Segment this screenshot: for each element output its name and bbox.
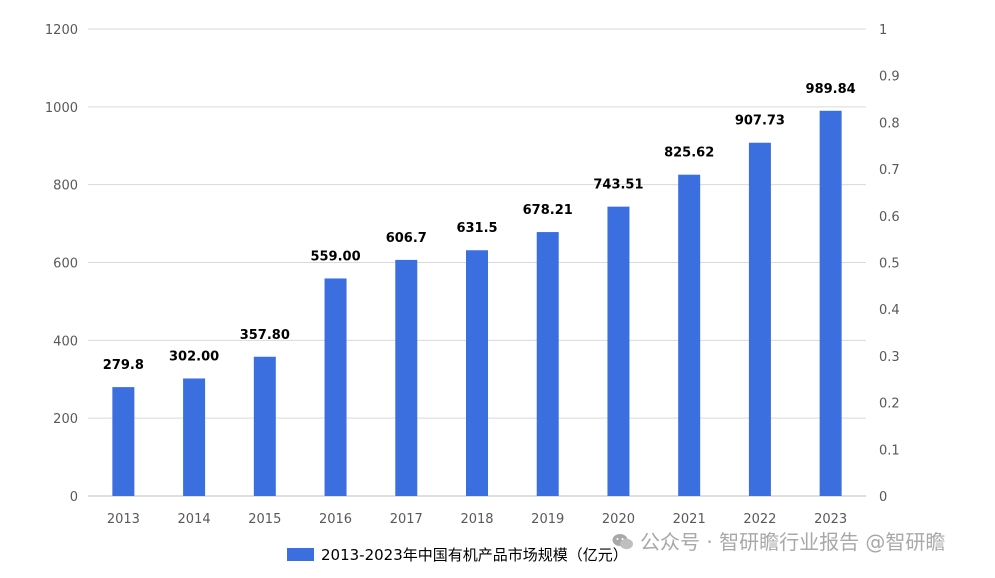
y2-tick-label: 0.2 [879, 397, 900, 412]
y2-tick-label: 0.1 [879, 443, 900, 458]
bar [678, 174, 701, 496]
bar [395, 259, 418, 496]
legend-label: 2013-2023年中国有机产品市场规模（亿元） [321, 546, 628, 564]
bar [748, 142, 771, 496]
watermark-text: 公众号 · 智研瞻行业报告 @智研瞻 [640, 530, 946, 554]
y2-tick-label: 0.3 [879, 350, 900, 365]
data-label: 559.00 [310, 249, 360, 264]
y-tick-label: 0 [70, 490, 78, 505]
x-tick-label: 2021 [673, 512, 706, 527]
y2-tick-label: 0.9 [879, 70, 900, 85]
y-axis-right: 0 0.1 0.2 0.3 0.4 0.5 0.6 0.7 0.8 0.9 1 [879, 23, 900, 505]
x-tick-label: 2020 [602, 512, 635, 527]
y-tick-label: 800 [53, 179, 78, 194]
legend-swatch [287, 548, 314, 561]
data-labels: 279.8 302.00 357.80 559.00 606.7 631.5 678.21 7… [103, 82, 856, 373]
bar [253, 356, 276, 496]
x-tick-label: 2017 [390, 512, 423, 527]
y2-tick-label: 0 [879, 490, 887, 505]
data-label: 743.51 [593, 178, 643, 193]
data-label: 678.21 [523, 203, 573, 218]
bar [466, 250, 488, 496]
data-label: 825.62 [664, 146, 714, 161]
y-axis-left: 0 200 400 600 800 1000 1200 [45, 23, 78, 505]
data-label: 357.80 [240, 328, 290, 343]
wechat-icon [612, 534, 633, 550]
x-tick-label: 2018 [460, 512, 493, 527]
x-tick-label: 2016 [319, 512, 352, 527]
data-label: 907.73 [735, 114, 785, 129]
bar [536, 232, 559, 496]
y2-tick-label: 0.6 [879, 210, 900, 225]
x-tick-label: 2014 [178, 512, 211, 527]
data-label: 606.7 [386, 231, 427, 246]
y2-tick-label: 0.8 [879, 116, 900, 131]
x-tick-label: 2015 [248, 512, 281, 527]
y2-tick-label: 0.7 [879, 163, 900, 178]
bar [819, 110, 842, 497]
x-axis: 2013 2014 2015 2016 2017 2018 2019 2020 2021 2022… [107, 512, 847, 527]
watermark: 公众号 · 智研瞻行业报告 @智研瞻 [612, 526, 945, 555]
y-tick-label: 1200 [45, 23, 78, 38]
y2-tick-label: 0.5 [879, 257, 900, 272]
y2-tick-label: 0.4 [879, 303, 900, 318]
bars [112, 110, 842, 497]
y-tick-label: 200 [53, 412, 78, 427]
bar [324, 278, 347, 496]
bar [183, 378, 206, 496]
data-label: 279.8 [103, 358, 144, 373]
data-label: 302.00 [169, 349, 219, 364]
x-tick-label: 2019 [531, 512, 564, 527]
legend: 2013-2023年中国有机产品市场规模（亿元） [287, 546, 628, 564]
y-tick-label: 1000 [45, 101, 78, 116]
x-tick-label: 2013 [107, 512, 140, 527]
y-tick-label: 400 [53, 334, 78, 349]
bar [607, 206, 630, 496]
y-tick-label: 600 [53, 257, 78, 272]
x-tick-label: 2023 [814, 512, 847, 527]
x-tick-label: 2022 [743, 512, 776, 527]
data-label: 989.84 [806, 82, 856, 97]
y2-tick-label: 1 [879, 23, 887, 38]
bar [112, 387, 135, 496]
data-label: 631.5 [456, 221, 497, 236]
